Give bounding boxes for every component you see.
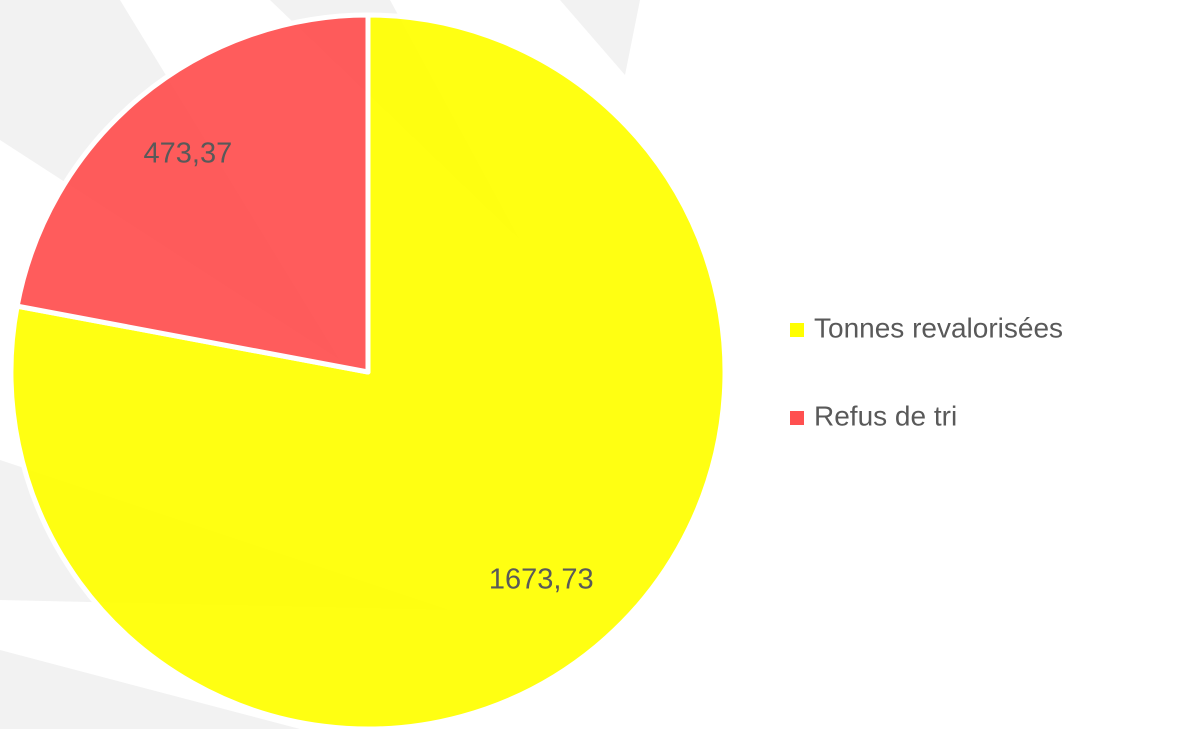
background-ray	[0, 650, 300, 729]
legend-swatch	[790, 411, 804, 425]
legend-label: Refus de tri	[814, 400, 957, 431]
legend: Tonnes revalorisées Refus de tri	[790, 312, 1063, 431]
pie: 1673,73 473,37	[8, 12, 728, 729]
legend-swatch	[790, 323, 804, 337]
pie-slice	[14, 12, 371, 375]
data-label: 1673,73	[489, 563, 594, 595]
background-ray	[560, 0, 640, 75]
legend-label: Tonnes revalorisées	[814, 312, 1063, 343]
data-label: 473,37	[144, 138, 233, 170]
